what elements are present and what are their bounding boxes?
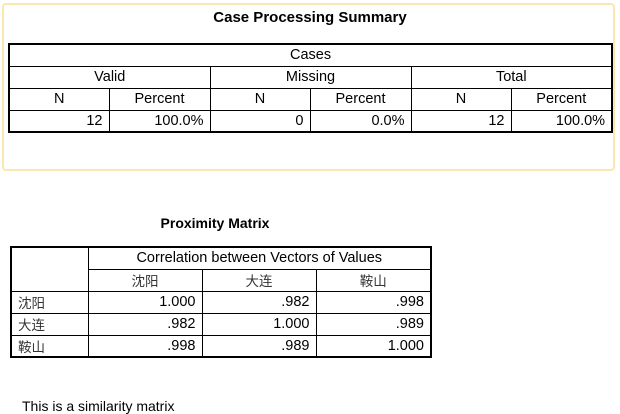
proximity-matrix-title: Proximity Matrix [160,215,270,231]
column-header: 鞍山 [315,268,432,292]
table-row: 鞍山 .998 .989 1.000 [10,334,432,358]
column-header: N [410,87,512,111]
table-row: 沈阳 1.000 .982 .998 [10,290,432,314]
row-label: 大连 [10,312,89,336]
column-header: Percent [510,87,613,111]
case-summary-title: Case Processing Summary [213,9,407,26]
table-cell: 0.0% [309,109,412,133]
column-header: Percent [309,87,412,111]
column-header: N [8,87,110,111]
table-cell: 12 [8,109,110,133]
table-row: 12 100.0% 0 0.0% 12 100.0% [8,109,613,133]
table-row: 大连 .982 1.000 .989 [10,312,432,336]
total-header: Total [410,65,613,89]
table-cell: 12 [410,109,512,133]
column-header: N [209,87,311,111]
column-header: 大连 [201,268,317,292]
proximity-matrix-table[interactable]: Correlation between Vectors of Values 沈阳… [10,246,432,358]
cases-group-header: Cases [8,43,613,67]
table-cell: 0 [209,109,311,133]
row-label: 鞍山 [10,334,89,358]
table-cell: .989 [315,312,432,336]
missing-header: Missing [209,65,412,89]
table-cell: .989 [201,334,317,358]
table-cell: .982 [87,312,203,336]
table-cell: .998 [87,334,203,358]
case-processing-summary-table[interactable]: Cases Valid Missing Total N Percent N Pe… [8,43,614,133]
table-cell: .998 [315,290,432,314]
footnote: This is a similarity matrix [22,398,175,414]
column-header: Percent [108,87,211,111]
table-cell: 100.0% [510,109,613,133]
correlation-header: Correlation between Vectors of Values [87,246,432,270]
table-cell: .982 [201,290,317,314]
corner-cell [10,246,89,292]
valid-header: Valid [8,65,211,89]
table-cell: 1.000 [201,312,317,336]
table-cell: 1.000 [87,290,203,314]
row-label: 沈阳 [10,290,89,314]
table-cell: 100.0% [108,109,211,133]
table-cell: 1.000 [315,334,432,358]
column-header: 沈阳 [87,268,203,292]
